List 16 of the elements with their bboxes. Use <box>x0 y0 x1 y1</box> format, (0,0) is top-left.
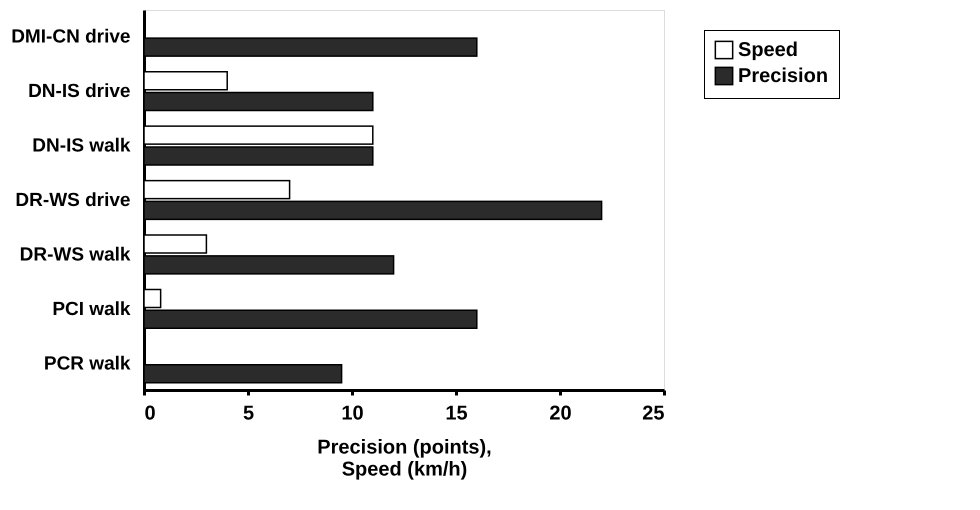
legend-label: Precision <box>738 65 828 87</box>
x-tick-label: 10 <box>341 402 364 424</box>
y-tick-label: DN-IS walk <box>32 136 131 157</box>
x-tick-label: 5 <box>242 402 254 424</box>
x-axis-title: Precision (points), Speed (km/h) <box>317 436 492 480</box>
y-tick-label: DR-WS walk <box>20 244 131 266</box>
x-tick-label: 25 <box>642 402 664 424</box>
y-tick-label: DR-WS drive <box>15 190 130 211</box>
x-tick-label: 15 <box>445 402 468 424</box>
x-tick-label: 20 <box>549 402 572 424</box>
x-tick-label: 0 <box>144 402 156 424</box>
y-tick-label: DN-IS drive <box>28 81 130 102</box>
y-tick-label: DMI-CN drive <box>11 26 130 48</box>
y-tick-label: PCR walk <box>44 353 131 374</box>
legend-label: Speed <box>738 39 798 61</box>
y-tick-label: PCI walk <box>52 298 131 320</box>
